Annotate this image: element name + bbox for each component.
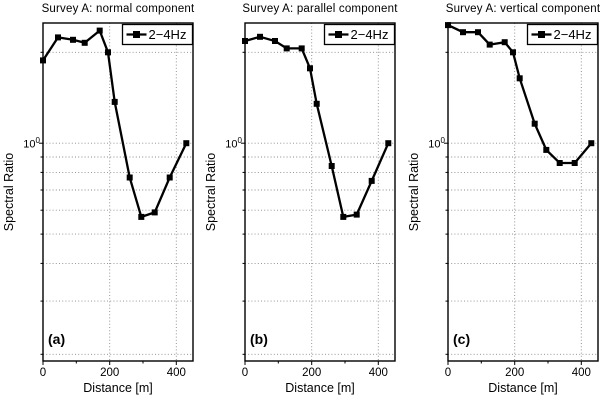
- subplot-b: Survey A: parallel component Spectral Ra…: [202, 0, 407, 400]
- x-tick-label: 200: [100, 367, 119, 379]
- subplot-c-panel-label: (c): [453, 331, 471, 347]
- legend-box: [526, 23, 599, 46]
- series-markers: [445, 22, 595, 166]
- x-tick-labels: 0 200 400: [40, 367, 186, 379]
- subplot-a-x-axis-label: Distance [m]: [83, 381, 153, 395]
- subplot-c-title: Survey A: vertical component: [445, 3, 601, 15]
- x-tick-labels: 0 200 400: [445, 367, 591, 379]
- grid-lines: [245, 23, 395, 361]
- subplot-a-panel-label: (a): [48, 331, 66, 347]
- subplot-b-title: Survey A: parallel component: [242, 3, 398, 15]
- subplot-c-y-tick-label: 100: [411, 134, 445, 152]
- x-tick-label: 400: [369, 367, 388, 379]
- axis-ticks: [444, 51, 582, 365]
- legend: 2−4Hz: [526, 23, 599, 46]
- legend-box: [121, 23, 194, 46]
- subplot-b-panel-label: (b): [250, 331, 268, 347]
- axes-border: [244, 22, 396, 362]
- axis-ticks: [241, 51, 379, 365]
- legend-marker-sample: [335, 31, 342, 38]
- subplot-c: Survey A: vertical component Spectral Ra…: [405, 0, 610, 400]
- x-tick-label: 400: [572, 367, 591, 379]
- legend-marker-sample: [133, 31, 140, 38]
- y-tick-exponent: 0: [237, 136, 242, 145]
- subplot-a-title: Survey A: normal component: [41, 3, 195, 15]
- legend: 2−4Hz: [121, 23, 194, 46]
- series-line: [447, 24, 593, 165]
- y-tick-base: 10: [428, 138, 441, 151]
- x-tick-label: 0: [242, 367, 248, 379]
- series-line: [244, 35, 390, 219]
- y-tick-exponent: 0: [440, 136, 445, 145]
- legend-label: 2−4Hz: [351, 27, 389, 42]
- subplot-c-x-axis-label: Distance [m]: [488, 381, 558, 395]
- y-tick-base: 10: [225, 138, 238, 151]
- subplot-a-plot-area: 2−4Hz 0 200 400: [39, 22, 194, 379]
- grid-lines: [43, 23, 193, 361]
- axes-border: [447, 22, 599, 362]
- subplot-b-y-tick-label: 100: [208, 134, 242, 152]
- legend-label: 2−4Hz: [554, 27, 592, 42]
- x-tick-label: 200: [302, 367, 321, 379]
- y-tick-exponent: 0: [35, 136, 40, 145]
- x-tick-label: 200: [505, 367, 524, 379]
- subplot-a: Survey A: normal component Spectral Rati…: [0, 0, 205, 400]
- series-markers: [40, 27, 190, 220]
- subplot-a-y-tick-label: 100: [6, 134, 40, 152]
- axes-border: [42, 22, 194, 362]
- grid-lines: [448, 23, 598, 361]
- x-tick-label: 0: [445, 367, 451, 379]
- x-tick-label: 400: [167, 367, 186, 379]
- legend-box: [323, 23, 396, 46]
- series-markers: [242, 33, 392, 220]
- x-tick-label: 0: [40, 367, 46, 379]
- legend-marker-sample: [538, 31, 545, 38]
- series-line: [42, 28, 188, 219]
- subplot-b-plot-area: 2−4Hz 0 200 400: [241, 22, 396, 379]
- legend-label: 2−4Hz: [149, 27, 187, 42]
- y-tick-base: 10: [23, 138, 36, 151]
- subplot-c-plot-area: 2−4Hz 0 200 400: [444, 22, 599, 379]
- x-tick-labels: 0 200 400: [242, 367, 388, 379]
- legend: 2−4Hz: [323, 23, 396, 46]
- subplot-b-x-axis-label: Distance [m]: [285, 381, 355, 395]
